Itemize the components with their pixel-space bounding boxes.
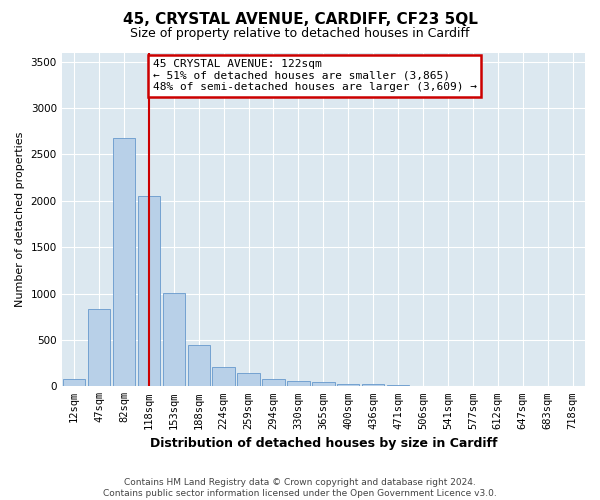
Bar xyxy=(88,310,110,386)
Bar xyxy=(113,138,135,386)
Bar xyxy=(312,382,335,386)
Bar xyxy=(63,379,85,386)
Bar xyxy=(287,381,310,386)
Bar xyxy=(387,385,409,386)
Text: Size of property relative to detached houses in Cardiff: Size of property relative to detached ho… xyxy=(130,28,470,40)
Bar xyxy=(337,384,359,386)
X-axis label: Distribution of detached houses by size in Cardiff: Distribution of detached houses by size … xyxy=(149,437,497,450)
Bar xyxy=(362,384,385,386)
Bar xyxy=(262,380,285,386)
Bar xyxy=(163,292,185,386)
Text: Contains HM Land Registry data © Crown copyright and database right 2024.
Contai: Contains HM Land Registry data © Crown c… xyxy=(103,478,497,498)
Bar xyxy=(238,374,260,386)
Text: 45, CRYSTAL AVENUE, CARDIFF, CF23 5QL: 45, CRYSTAL AVENUE, CARDIFF, CF23 5QL xyxy=(122,12,478,28)
Text: 45 CRYSTAL AVENUE: 122sqm
← 51% of detached houses are smaller (3,865)
48% of se: 45 CRYSTAL AVENUE: 122sqm ← 51% of detac… xyxy=(152,59,476,92)
Y-axis label: Number of detached properties: Number of detached properties xyxy=(15,132,25,307)
Bar xyxy=(212,367,235,386)
Bar xyxy=(188,344,210,387)
Bar xyxy=(137,196,160,386)
